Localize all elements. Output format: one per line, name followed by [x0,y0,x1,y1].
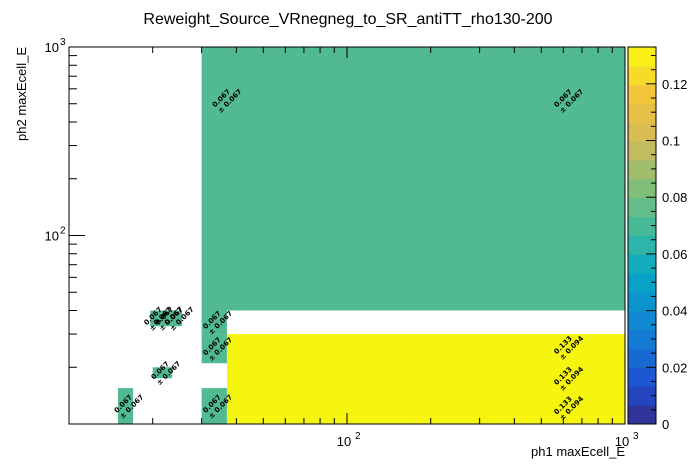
colorbar-band [628,122,656,142]
heatmap-cell [226,334,625,424]
colorbar-band [628,273,656,293]
colorbar-band [628,310,656,331]
heatmap-cell [201,334,227,364]
colorbar-band [628,65,656,86]
colorbar-band [628,254,656,274]
heatmap-cell [169,310,183,327]
y-tick-label: 10 3 [45,37,66,55]
colorbar-band [628,103,656,123]
colorbar-band [628,329,656,350]
heatmap-cell [150,310,161,327]
y-tick-base: 10 [45,229,59,244]
colorbar-band [628,178,656,199]
y-axis-label: ph2 maxEcell_E [14,47,29,141]
heatmap-cell [201,47,625,311]
heatmap-cells [117,47,625,424]
heatmap-cell [117,388,134,424]
colorbar-band [628,386,656,406]
heatmap-cell [160,310,170,327]
colorbar-tick-label: 0.08 [662,190,687,205]
colorbar-band [628,292,656,312]
colorbar-band [628,47,656,67]
colorbar-band [628,197,656,218]
x-tick-base: 10 [337,434,351,449]
colorbar-tick-label: 0.06 [662,247,687,262]
cell-value-label: 0.067± 0.067 [150,360,183,387]
heatmap-cell [152,367,173,379]
colorbar-tick-label: 0.1 [662,134,680,149]
colorbar-band [628,141,656,161]
colorbar-frame [627,46,657,425]
x-tick-exp: 3 [633,431,639,442]
y-tick-exp: 3 [60,37,66,48]
colorbar-tick-label: 0.02 [662,360,687,375]
x-tick-base: 10 [615,434,629,449]
x-tick-label: 10 3 [615,431,639,449]
x-tick-label: 10 2 [337,431,361,449]
heatmap-cell [201,310,227,335]
colorbar-band [628,348,656,368]
x-tick-exp: 2 [355,431,361,442]
heatmap-cell [201,388,227,424]
colorbar-tick-label: 0.04 [662,304,687,319]
y-tick-base: 10 [45,40,59,55]
colorbar-band [628,235,656,255]
y-tick-label: 10 2 [45,226,66,244]
chart-title: Reweight_Source_VRnegneg_to_SR_antiTT_rh… [143,11,552,28]
colorbar-band [628,216,656,236]
colorbar-band [628,84,656,105]
colorbar: 0 0.02 0.04 0.06 0.08 0.1 0.12 [627,46,687,432]
colorbar-band [628,367,656,387]
colorbar-band [628,160,656,180]
colorbar-tick-label: 0.12 [662,77,687,92]
colorbar-tick-label: 0 [662,417,669,432]
colorbar-band [628,405,656,425]
x-axis-label: ph1 maxEcell_E [531,444,625,459]
axes: 10 2 10 310 210 3 [45,37,639,449]
y-tick-exp: 2 [60,226,66,237]
